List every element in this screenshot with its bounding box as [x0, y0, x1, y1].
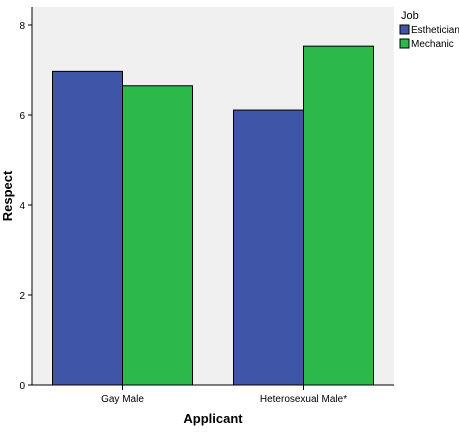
legend-label-esthetician: Esthetician — [411, 25, 459, 36]
y-tick-label: 2 — [19, 291, 25, 302]
bar-mechanic-2 — [303, 45, 374, 386]
x-axis-title: Applicant — [183, 411, 243, 426]
y-tick-label: 8 — [19, 21, 25, 32]
y-axis-title: Respect — [0, 170, 15, 221]
y-axis-ticks: 0 2 4 6 8 — [19, 21, 32, 392]
x-tick-label: Heterosexual Male* — [260, 394, 347, 405]
legend: Job Esthetician Mechanic — [399, 10, 459, 50]
legend-swatch-mechanic — [399, 38, 410, 49]
y-tick-label: 4 — [19, 201, 25, 212]
x-tick-label: Gay Male — [101, 394, 144, 405]
legend-swatch-esthetician — [399, 24, 410, 35]
y-tick-label: 0 — [19, 381, 25, 392]
bars — [52, 45, 374, 386]
bar-mechanic-1 — [122, 85, 193, 386]
x-axis-ticks: Gay Male Heterosexual Male* — [101, 385, 347, 405]
bar-esthetician-2 — [233, 109, 304, 386]
legend-label-mechanic: Mechanic — [411, 39, 454, 50]
legend-title: Job — [401, 10, 419, 22]
y-tick-label: 6 — [19, 111, 25, 122]
bar-esthetician-1 — [52, 70, 123, 386]
